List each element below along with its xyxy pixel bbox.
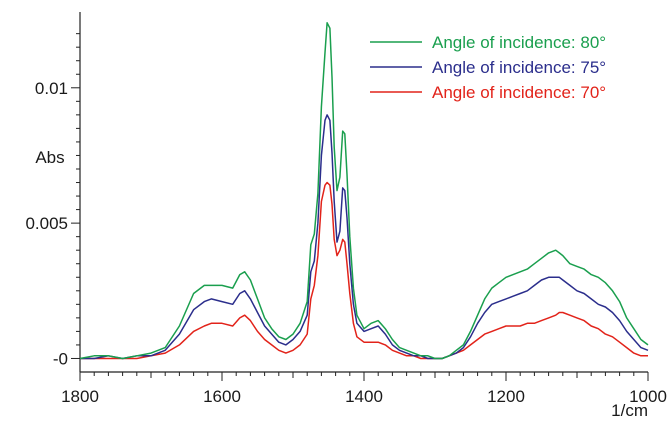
- legend-entry: Angle of incidence: 70°: [432, 83, 606, 102]
- y-tick-label: 0.005: [25, 214, 68, 233]
- series-line-3: [80, 181, 648, 360]
- legend: Angle of incidence: 80° Angle of incidenc…: [370, 33, 606, 102]
- x-axis-label: 1/cm: [611, 401, 648, 420]
- y-axis: -0 0.005 0.01: [25, 33, 80, 368]
- legend-entry: Angle of incidence: 75°: [432, 58, 606, 77]
- x-tick-label: 1600: [203, 387, 241, 406]
- y-tick-label: -0: [53, 349, 68, 368]
- x-tick-label: 1800: [61, 387, 99, 406]
- series-line-1: [79, 22, 649, 360]
- series-layer: [79, 22, 649, 360]
- legend-entry: Angle of incidence: 80°: [432, 33, 606, 52]
- x-tick-label: 1000: [629, 387, 667, 406]
- x-tick-label: 1200: [487, 387, 525, 406]
- x-axis: 1800 1600 1400 1200 1000: [61, 372, 667, 406]
- x-tick-label: 1400: [345, 387, 383, 406]
- series-line-2: [80, 114, 649, 360]
- y-axis-label: Abs: [35, 148, 64, 167]
- y-tick-label: 0.01: [35, 79, 68, 98]
